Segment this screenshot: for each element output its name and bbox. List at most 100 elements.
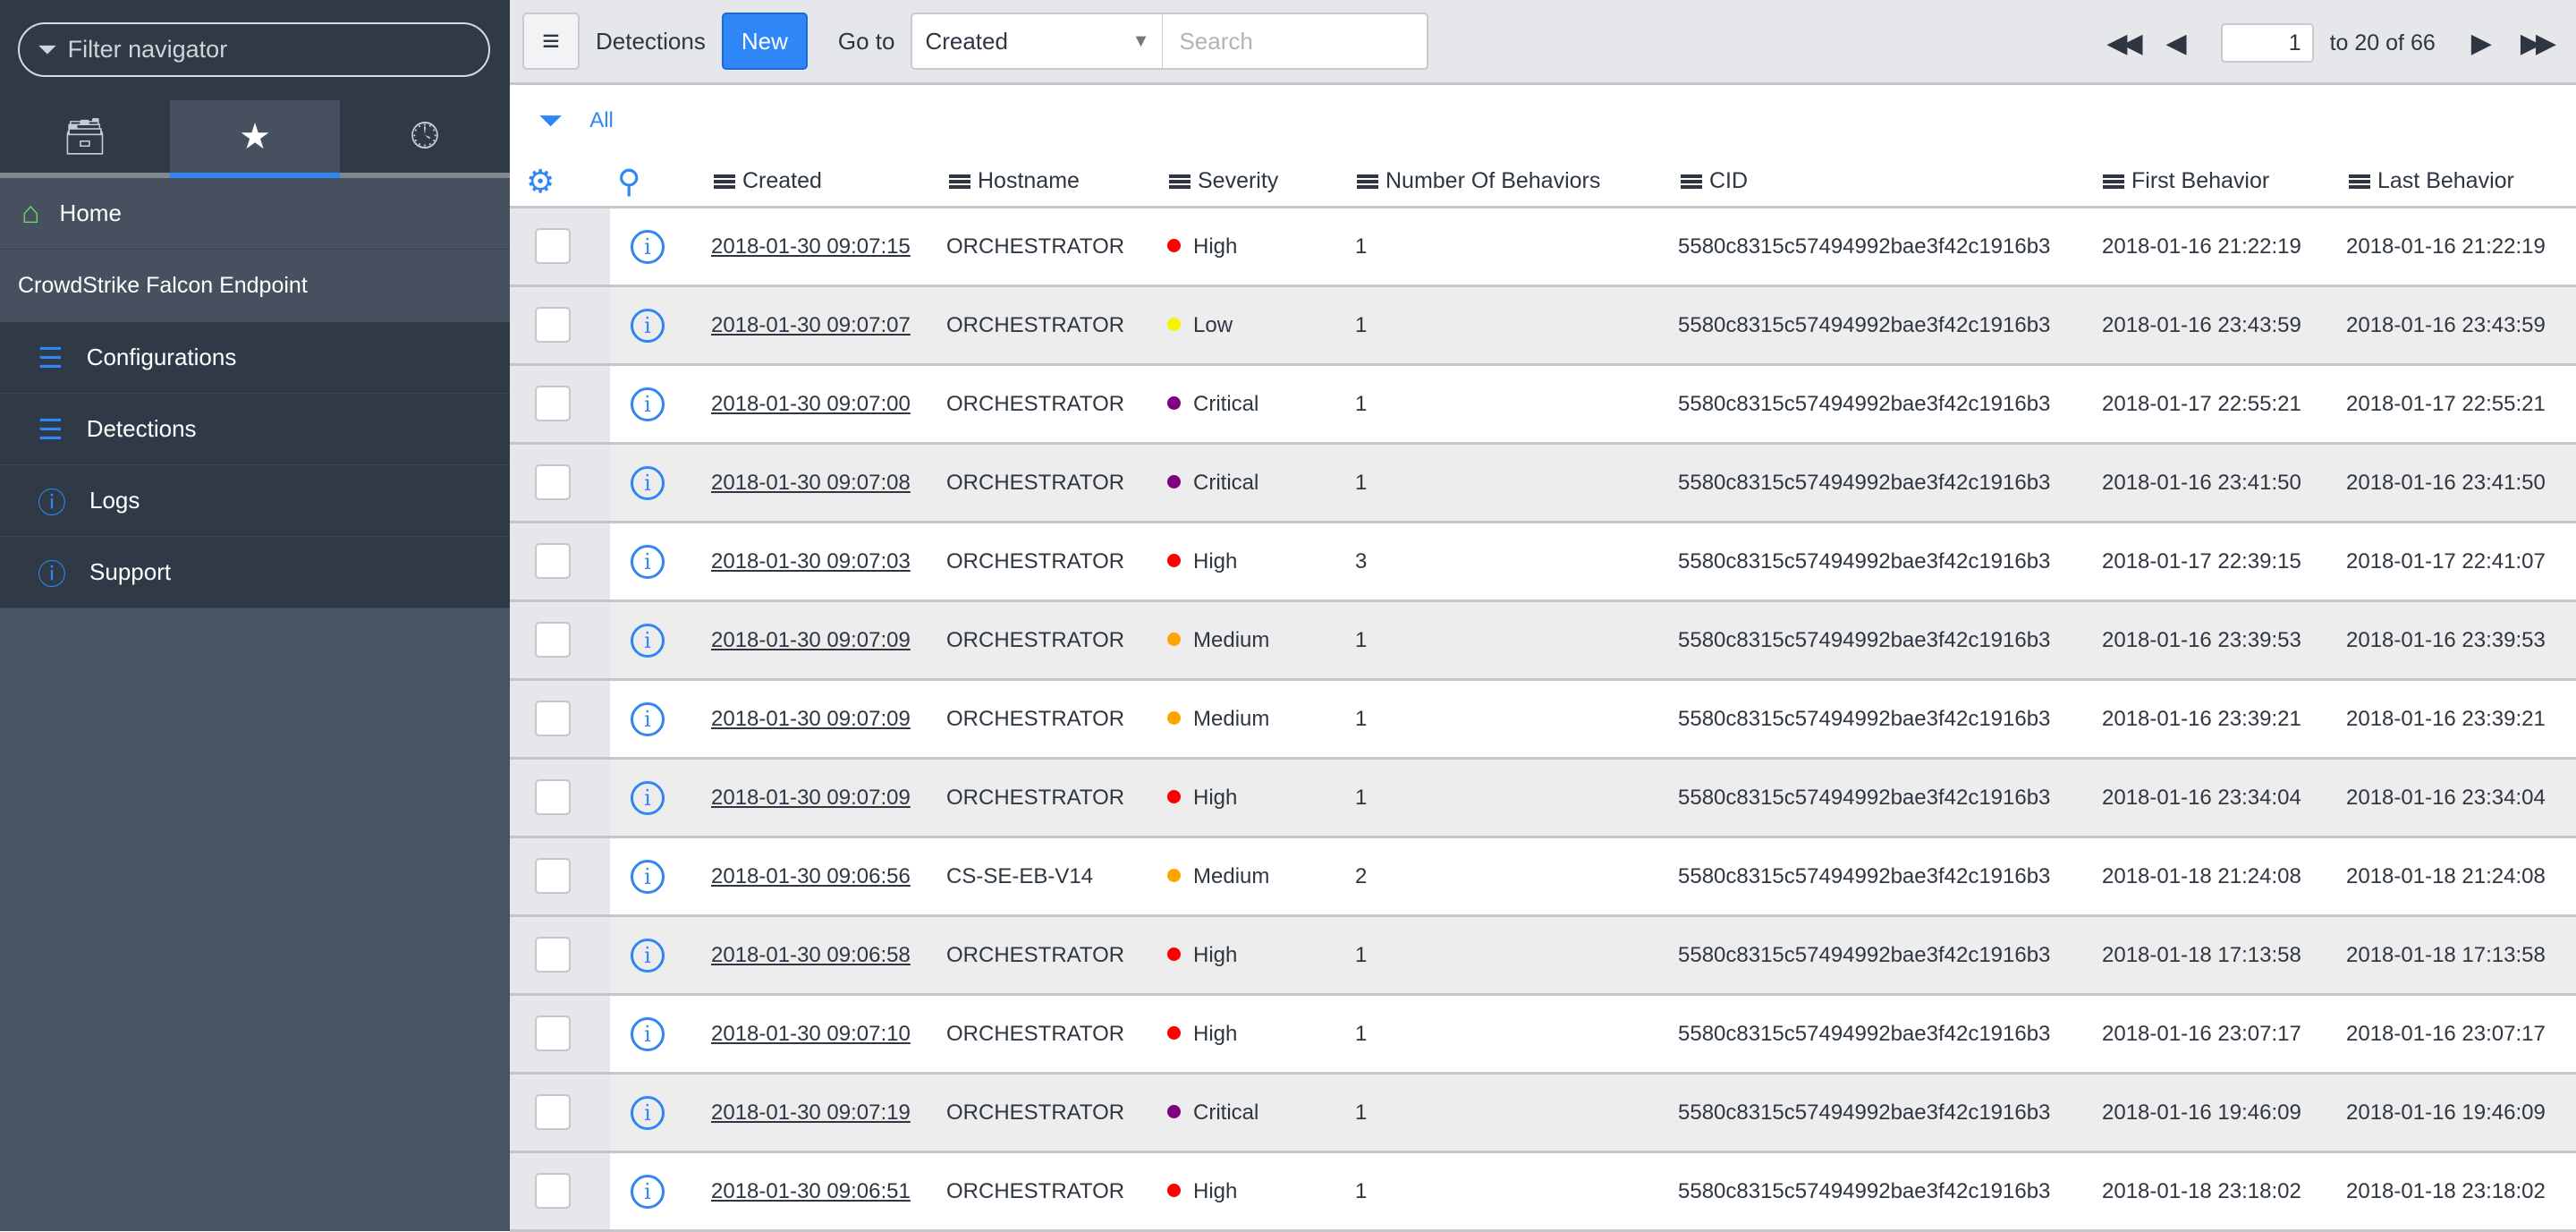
info-icon[interactable]: i [631, 1175, 665, 1209]
column-severity[interactable]: Severity [1169, 168, 1278, 194]
column-number-of-behaviors[interactable]: Number Of Behaviors [1357, 168, 1600, 194]
list-toolbar: ≡ Detections New Go to Created ▼ Search ◀… [510, 0, 2576, 85]
severity-cell: High [1167, 996, 1237, 1072]
page-number-input[interactable]: 1 [2220, 23, 2314, 63]
severity-cell: Medium [1167, 838, 1269, 914]
severity-cell: High [1167, 208, 1237, 285]
info-icon[interactable]: i [631, 466, 665, 500]
severity-cell: Low [1167, 287, 1233, 363]
filter-navigator-input[interactable]: ⏷ Filter navigator [18, 22, 490, 77]
column-first-behavior[interactable]: First Behavior [2103, 168, 2269, 194]
goto-field-select[interactable]: Created ▼ [911, 13, 1164, 70]
previous-page-icon[interactable]: ◀ [2165, 28, 2187, 58]
info-icon[interactable]: i [631, 1017, 665, 1051]
last-page-icon[interactable]: ▶▶ [2520, 28, 2556, 58]
table-row[interactable]: i 2018-01-30 09:07:09 ORCHESTRATOR Medium 1 5… [510, 602, 2576, 681]
row-checkbox[interactable] [535, 464, 571, 500]
column-menu-icon[interactable] [1357, 174, 1378, 189]
context-menu-button[interactable]: ≡ [522, 13, 580, 70]
sidebar-item-support[interactable]: ⓘ Support [0, 537, 510, 608]
search-input[interactable]: Search [1163, 13, 1429, 70]
row-checkbox[interactable] [535, 622, 571, 658]
severity-dot [1167, 1184, 1181, 1198]
row-checkbox[interactable] [535, 228, 571, 264]
info-icon[interactable]: i [631, 624, 665, 658]
info-icon[interactable]: i [631, 309, 665, 343]
search-icon[interactable]: ⚲ [617, 162, 641, 200]
created-link[interactable]: 2018-01-30 09:06:56 [711, 864, 911, 888]
info-icon[interactable]: i [631, 781, 665, 815]
created-link[interactable]: 2018-01-30 09:07:19 [711, 1100, 911, 1125]
created-link[interactable]: 2018-01-30 09:06:51 [711, 1179, 911, 1203]
next-page-icon[interactable]: ▶ [2470, 28, 2492, 58]
sidebar-item-logs[interactable]: ⓘ Logs [0, 465, 510, 537]
funnel-icon[interactable]: ⏷ [538, 103, 564, 138]
table-row[interactable]: i 2018-01-30 09:07:19 ORCHESTRATOR Critical… [510, 1075, 2576, 1153]
severity-dot [1167, 790, 1181, 804]
table-row[interactable]: i 2018-01-30 09:07:10 ORCHESTRATOR High 1 558… [510, 996, 2576, 1075]
table-row[interactable]: i 2018-01-30 09:07:09 ORCHESTRATOR High 1 558… [510, 760, 2576, 838]
row-checkbox[interactable] [535, 386, 571, 421]
gear-icon[interactable]: ⚙ [526, 162, 555, 200]
table-row[interactable]: i 2018-01-30 09:07:00 ORCHESTRATOR Critical… [510, 366, 2576, 445]
row-checkbox[interactable] [535, 701, 571, 736]
breadcrumb-all[interactable]: All [589, 108, 614, 132]
table-row[interactable]: i 2018-01-30 09:07:15 ORCHESTRATOR High 1 558… [510, 208, 2576, 287]
sidebar-item-configurations[interactable]: ☰ Configurations [0, 322, 510, 394]
row-checkbox[interactable] [535, 858, 571, 894]
row-checkbox[interactable] [535, 779, 571, 815]
column-last-behavior[interactable]: Last Behavior [2349, 168, 2514, 194]
table-row[interactable]: i 2018-01-30 09:07:09 ORCHESTRATOR Medium 1 5… [510, 681, 2576, 760]
first-behavior-cell: 2018-01-16 23:39:21 [2102, 707, 2301, 731]
created-link[interactable]: 2018-01-30 09:06:58 [711, 943, 911, 967]
row-checkbox[interactable] [535, 543, 571, 579]
info-icon[interactable]: i [631, 387, 665, 421]
column-cid[interactable]: CID [1681, 168, 1748, 194]
table-row[interactable]: i 2018-01-30 09:06:56 CS-SE-EB-V14 Medium 2 5… [510, 838, 2576, 917]
column-menu-icon[interactable] [2103, 174, 2124, 189]
first-page-icon[interactable]: ◀◀ [2106, 28, 2142, 58]
column-menu-icon[interactable] [1169, 174, 1191, 189]
created-link[interactable]: 2018-01-30 09:07:15 [711, 234, 911, 259]
column-menu-icon[interactable] [714, 174, 735, 189]
tab-all-apps[interactable]: 🗃︎ [0, 100, 170, 173]
table-row[interactable]: i 2018-01-30 09:06:51 ORCHESTRATOR High 1 558… [510, 1153, 2576, 1232]
row-checkbox[interactable] [535, 1015, 571, 1051]
column-hostname[interactable]: Hostname [949, 168, 1080, 194]
row-checkbox[interactable] [535, 1173, 571, 1209]
created-link[interactable]: 2018-01-30 09:07:07 [711, 313, 911, 337]
created-link[interactable]: 2018-01-30 09:07:09 [711, 786, 911, 810]
tab-history[interactable]: 🕓︎ [340, 100, 510, 173]
info-icon[interactable]: i [631, 1096, 665, 1130]
info-icon[interactable]: i [631, 702, 665, 736]
sidebar-item-home[interactable]: ⌂ Home [0, 178, 510, 250]
table-row[interactable]: i 2018-01-30 09:07:07 ORCHESTRATOR Low 1 5580… [510, 287, 2576, 366]
row-checkbox[interactable] [535, 1094, 571, 1130]
info-icon[interactable]: i [631, 230, 665, 264]
first-behavior-cell: 2018-01-16 19:46:09 [2102, 1100, 2301, 1125]
tab-favorites[interactable]: ★ [170, 100, 340, 178]
created-link[interactable]: 2018-01-30 09:07:08 [711, 471, 911, 495]
column-created[interactable]: Created [714, 168, 822, 194]
column-menu-icon[interactable] [1681, 174, 1702, 189]
created-link[interactable]: 2018-01-30 09:07:03 [711, 549, 911, 574]
table-row[interactable]: i 2018-01-30 09:06:58 ORCHESTRATOR High 1 558… [510, 917, 2576, 996]
created-link[interactable]: 2018-01-30 09:07:10 [711, 1022, 911, 1046]
list-icon: ☰ [38, 412, 64, 446]
column-menu-icon[interactable] [949, 174, 970, 189]
info-icon[interactable]: i [631, 860, 665, 894]
sidebar-item-detections[interactable]: ☰ Detections [0, 394, 510, 465]
row-checkbox[interactable] [535, 937, 571, 973]
info-icon[interactable]: i [631, 545, 665, 579]
info-icon[interactable]: i [631, 939, 665, 973]
column-menu-icon[interactable] [2349, 174, 2370, 189]
created-link[interactable]: 2018-01-30 09:07:00 [711, 392, 911, 416]
table-row[interactable]: i 2018-01-30 09:07:08 ORCHESTRATOR Critical… [510, 445, 2576, 523]
row-checkbox[interactable] [535, 307, 571, 343]
created-link[interactable]: 2018-01-30 09:07:09 [711, 628, 911, 652]
severity-dot [1167, 869, 1181, 883]
created-link[interactable]: 2018-01-30 09:07:09 [711, 707, 911, 731]
new-button[interactable]: New [721, 13, 808, 70]
app-section-title[interactable]: CrowdStrike Falcon Endpoint [0, 250, 510, 322]
table-row[interactable]: i 2018-01-30 09:07:03 ORCHESTRATOR High 3 558… [510, 523, 2576, 602]
